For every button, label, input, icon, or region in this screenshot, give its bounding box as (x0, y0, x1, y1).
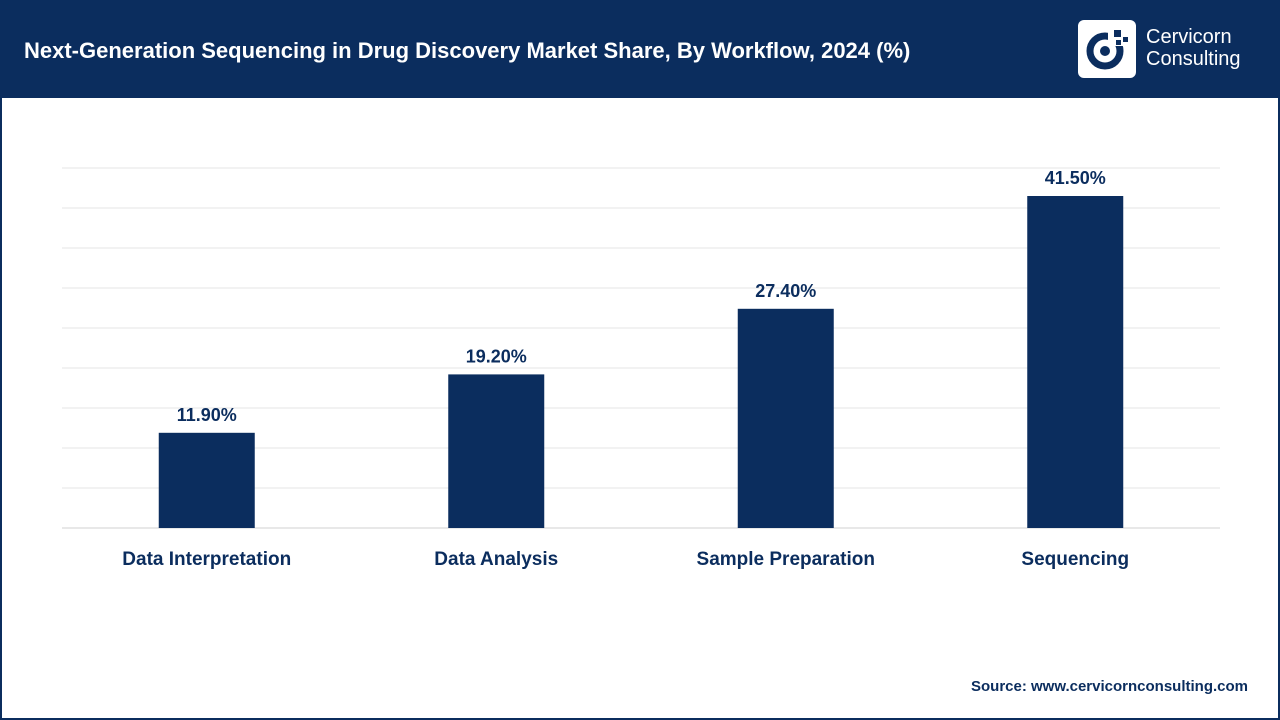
source-note: Source: www.cervicornconsulting.com (970, 678, 1248, 695)
bar-3 (737, 308, 834, 528)
x-tick-label-2: Data Analysis (434, 549, 558, 570)
logo-line-1: Cervicorn (1146, 26, 1232, 48)
logo-text: Cervicorn Consulting (1146, 26, 1241, 70)
bar-chart: 11.90% Data Interpretation 19.20% Data Anal… (2, 98, 1278, 658)
x-tick-label-4: Sequencing (1021, 549, 1129, 570)
data-label-3: 27.40% (755, 281, 816, 301)
header-bar: Next-Generation Sequencing in Drug Disco… (2, 2, 1278, 98)
bar-chart-svg: 11.90% Data Interpretation 19.20% Data Anal… (62, 167, 1220, 570)
data-label-2: 19.20% (466, 346, 527, 366)
x-tick-label-3: Sample Preparation (697, 549, 875, 570)
data-label-1: 11.90% (177, 405, 237, 425)
bar-2 (448, 374, 545, 528)
bar-1 (158, 432, 255, 528)
chart-title: Next-Generation Sequencing in Drug Disco… (24, 38, 911, 63)
x-tick-label-1: Data Interpretation (122, 549, 291, 570)
data-label-4: 41.50% (1045, 168, 1106, 188)
bar-4 (1027, 196, 1124, 528)
cervicorn-logo: Cervicorn Consulting (1078, 20, 1264, 80)
logo-mark-icon (1078, 20, 1136, 78)
logo-line-2: Consulting (1146, 48, 1241, 70)
